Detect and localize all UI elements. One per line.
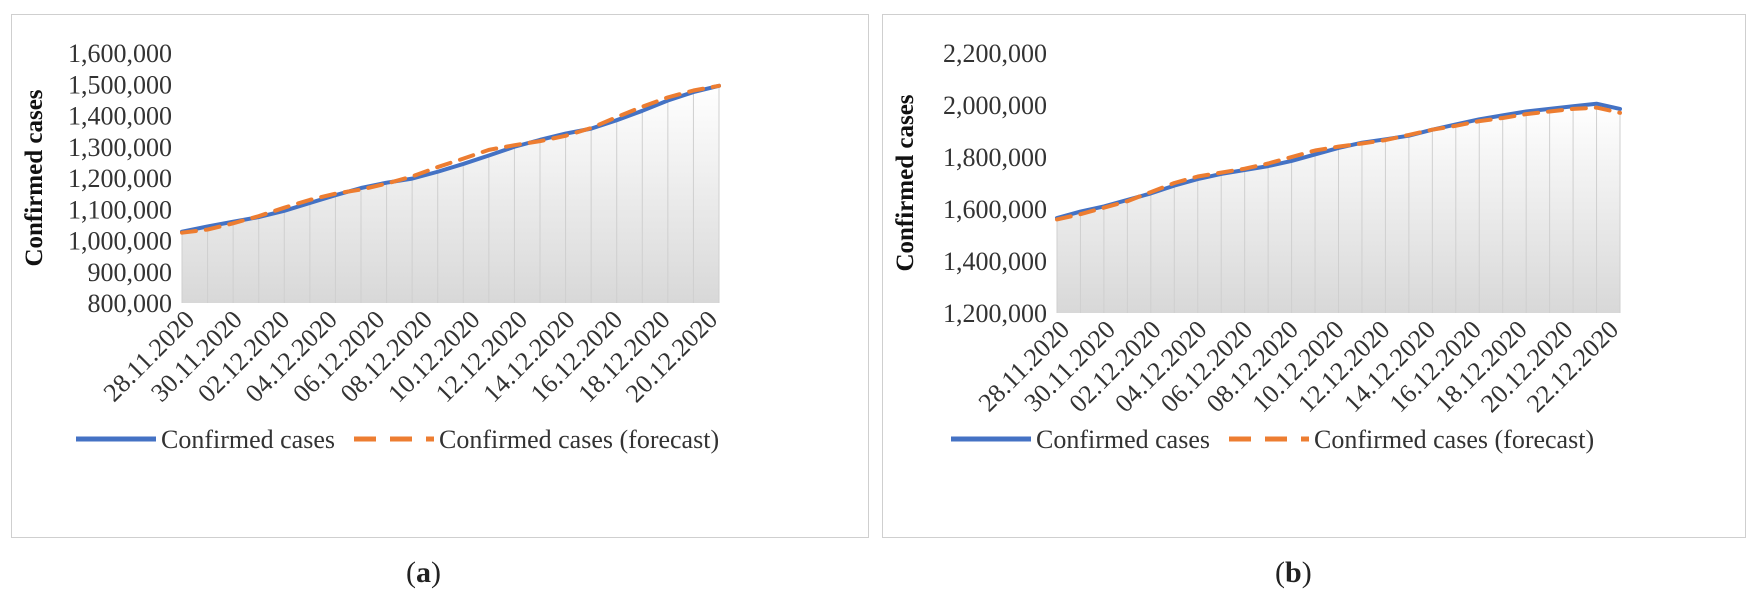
y-axis-label: Confirmed cases xyxy=(21,89,48,266)
y-tick-label: 1,300,000 xyxy=(68,133,172,162)
y-tick-label: 1,600,000 xyxy=(68,39,172,68)
y-axis-label: Confirmed cases xyxy=(892,94,919,271)
chart-panel-a: 800,000 900,000 1,000,000 1,100,000 1,200,00… xyxy=(11,14,869,538)
y-tick-label: 1,400,000 xyxy=(68,102,172,131)
caption-b: (b) xyxy=(1275,556,1312,589)
legend-label-confirmed: Confirmed cases xyxy=(161,425,335,454)
series-line-confirmed xyxy=(180,83,721,234)
legend-label-forecast: Confirmed cases (forecast) xyxy=(439,425,719,454)
legend-label-confirmed: Confirmed cases xyxy=(1036,425,1210,454)
caption-a: (a) xyxy=(406,556,441,589)
y-tick-label: 1,500,000 xyxy=(68,70,172,99)
y-tick-label: 1,800,000 xyxy=(943,143,1047,172)
series-line-forecast xyxy=(1055,105,1622,222)
y-tick-label: 1,200,000 xyxy=(68,164,172,193)
chart-b-svg: 1,200,000 1,400,000 1,600,000 1,800,000 2,00… xyxy=(892,39,1624,454)
y-tick-label: 2,200,000 xyxy=(943,39,1047,68)
y-tick-label: 1,400,000 xyxy=(943,247,1047,276)
area-fill xyxy=(182,85,719,303)
legend-label-forecast: Confirmed cases (forecast) xyxy=(1314,425,1594,454)
y-tick-label: 800,000 xyxy=(88,289,173,318)
y-tick-label: 1,000,000 xyxy=(68,227,172,256)
y-tick-label: 1,600,000 xyxy=(943,195,1047,224)
y-tick-label: 1,200,000 xyxy=(943,299,1047,328)
y-tick-label: 900,000 xyxy=(88,258,173,287)
y-tick-label: 1,100,000 xyxy=(68,195,172,224)
series-line-forecast xyxy=(180,83,721,235)
y-tick-label: 2,000,000 xyxy=(943,91,1047,120)
chart-panel-b: 1,200,000 1,400,000 1,600,000 1,800,000 2,00… xyxy=(882,14,1746,538)
